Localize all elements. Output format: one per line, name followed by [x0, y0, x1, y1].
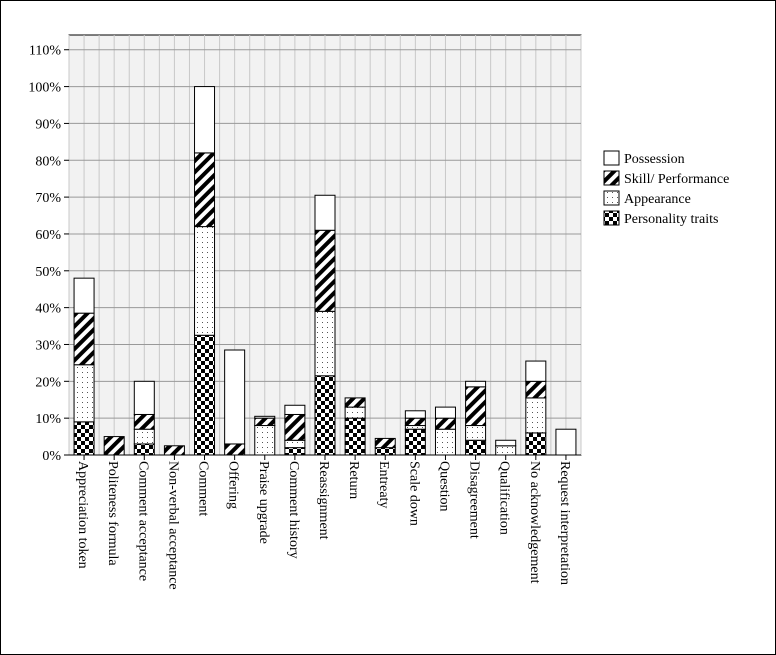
bar-segment	[163, 445, 185, 456]
x-tick-label: Comment acceptance	[135, 461, 150, 581]
bar-segment	[465, 425, 487, 441]
bar-segment	[194, 86, 216, 154]
x-tick-label: Entreaty	[376, 461, 391, 508]
legend-swatch	[603, 150, 620, 166]
bar-segment	[284, 439, 306, 449]
x-tick-label: Offering	[226, 461, 241, 509]
bar-segment	[434, 428, 456, 456]
bar-segment	[194, 334, 216, 456]
bar-segment	[344, 406, 366, 419]
x-tick-label: Praise upgrade	[256, 461, 271, 544]
bar-segment	[555, 428, 577, 456]
bar-segment	[133, 380, 155, 415]
bar-segment	[525, 380, 547, 399]
x-tick-label: Politeness formula	[105, 461, 120, 566]
bar-segment	[495, 439, 517, 447]
bar-segment	[254, 415, 276, 419]
y-tick-label: 110%	[29, 44, 61, 59]
y-tick-label: 50%	[35, 265, 61, 280]
x-tick-label: Non-verbal acceptance	[165, 461, 180, 590]
bar-segment	[284, 447, 306, 456]
bar-segment	[194, 226, 216, 336]
x-tick-label: Request interpretation	[557, 461, 572, 585]
bar-segment	[344, 417, 366, 456]
bar-segment	[495, 445, 517, 456]
legend-label: Skill/ Performance	[624, 172, 729, 187]
bar-segment	[284, 404, 306, 415]
y-tick-label: 20%	[35, 375, 61, 390]
bar-segment	[404, 428, 426, 456]
legend-swatch	[603, 190, 620, 206]
legend-label: Possession	[624, 152, 685, 167]
bar-segment	[404, 410, 426, 419]
bar-segment	[133, 428, 155, 445]
bar-segment	[465, 380, 487, 388]
y-tick-label: 90%	[35, 117, 61, 132]
bar-segment	[284, 413, 306, 441]
bar-segment	[465, 439, 487, 456]
bar-segment	[314, 375, 336, 456]
bar-segment	[133, 443, 155, 456]
legend-swatch	[603, 170, 620, 186]
bar-segment	[434, 406, 456, 419]
bar-segment	[73, 277, 95, 314]
y-tick-label: 80%	[35, 154, 61, 169]
bar-segment	[314, 229, 336, 312]
bar-segment	[404, 417, 426, 427]
y-tick-label: 0%	[42, 449, 61, 464]
bar-segment	[224, 443, 246, 456]
bar-segment	[344, 397, 366, 408]
bar-segment	[194, 152, 216, 228]
x-tick-label: Appreciation token	[75, 461, 90, 569]
bar-segment	[73, 364, 95, 423]
bar-segment	[314, 194, 336, 231]
x-tick-label: Return	[346, 461, 361, 499]
x-tick-label: Disagreement	[467, 461, 482, 539]
bar-segment	[133, 413, 155, 430]
x-tick-label: Comment history	[286, 461, 301, 559]
bar-segment	[73, 312, 95, 366]
y-tick-label: 40%	[35, 302, 61, 317]
bar-segment	[374, 447, 396, 456]
y-tick-label: 30%	[35, 338, 61, 353]
bar-segment	[224, 349, 246, 445]
bar-segment	[103, 436, 125, 456]
bar-segment	[525, 432, 547, 456]
legend-label: Personality traits	[624, 212, 719, 227]
legend-swatch	[603, 210, 620, 226]
bar-segment	[254, 417, 276, 427]
x-tick-label: Scale down	[406, 461, 421, 526]
bar-segment	[314, 310, 336, 377]
legend-label: Appearance	[624, 192, 691, 207]
y-tick-label: 10%	[35, 412, 61, 427]
bar-segment	[525, 397, 547, 434]
y-tick-label: 100%	[28, 81, 61, 96]
y-tick-label: 70%	[35, 191, 61, 206]
x-tick-label: Qualification	[497, 461, 512, 535]
x-tick-label: Comment	[196, 461, 211, 516]
bar-segment	[254, 425, 276, 456]
bar-segment	[465, 386, 487, 427]
bar-segment	[525, 360, 547, 382]
x-tick-label: Reassignment	[316, 461, 331, 540]
bar-segment	[434, 417, 456, 430]
x-tick-label: Question	[436, 461, 451, 512]
x-tick-label: No acknowledgement	[527, 461, 542, 584]
bar-segment	[404, 425, 426, 430]
bar-segment	[73, 421, 95, 456]
y-tick-label: 60%	[35, 228, 61, 243]
bar-segment	[374, 437, 396, 449]
